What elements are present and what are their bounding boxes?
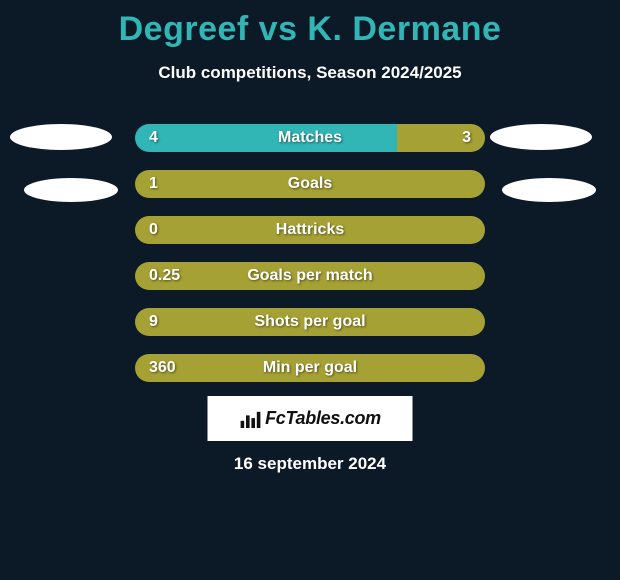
stat-label: Goals per match [247, 262, 372, 290]
stat-label: Min per goal [263, 354, 357, 382]
stat-bar-left [135, 124, 397, 152]
stat-value-left: 1 [149, 170, 158, 198]
date-text: 16 september 2024 [0, 454, 620, 474]
stat-value-left: 4 [149, 124, 158, 152]
stat-value-right: 3 [462, 124, 471, 152]
stat-bar: Goals per match 0.25 [135, 262, 485, 290]
stat-label: Shots per goal [254, 308, 365, 336]
brand-text: FcTables.com [265, 408, 381, 429]
stat-row: Shots per goal 9 [135, 308, 485, 336]
stat-bar: Matches 4 3 [135, 124, 485, 152]
stat-label: Goals [288, 170, 332, 198]
stat-bar: Min per goal 360 [135, 354, 485, 382]
stat-row: Hattricks 0 [135, 216, 485, 244]
stat-row: Min per goal 360 [135, 354, 485, 382]
stat-label: Hattricks [276, 216, 344, 244]
stat-value-left: 0.25 [149, 262, 180, 290]
stat-value-left: 9 [149, 308, 158, 336]
brand-badge: FcTables.com [208, 396, 413, 441]
bars-icon [239, 410, 261, 428]
stat-value-left: 360 [149, 354, 176, 382]
stat-bar: Shots per goal 9 [135, 308, 485, 336]
stat-bar: Hattricks 0 [135, 216, 485, 244]
stat-label: Matches [278, 124, 342, 152]
page-subtitle: Club competitions, Season 2024/2025 [0, 63, 620, 83]
stat-bar: Goals 1 [135, 170, 485, 198]
stat-value-left: 0 [149, 216, 158, 244]
stat-row: Goals 1 [135, 170, 485, 198]
stat-row: Goals per match 0.25 [135, 262, 485, 290]
page-title: Degreef vs K. Dermane [0, 0, 620, 49]
stat-bar-right [397, 124, 485, 152]
stat-row: Matches 4 3 [135, 124, 485, 152]
